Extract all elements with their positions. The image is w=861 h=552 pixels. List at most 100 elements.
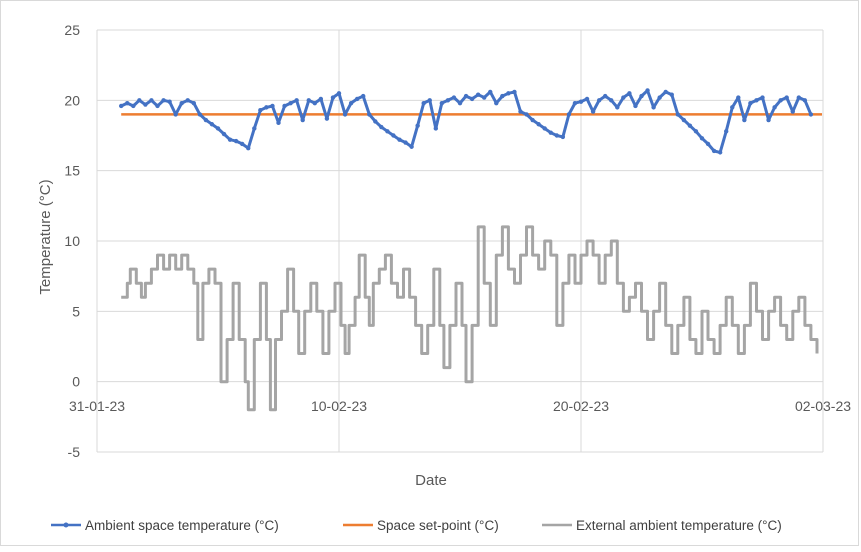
legend-marker-ambient <box>63 522 69 528</box>
ambient-temperature-point <box>361 93 366 99</box>
ambient-temperature-point <box>736 95 741 100</box>
ambient-temperature-point <box>506 91 511 96</box>
ambient-temperature-point <box>409 144 414 149</box>
ambient-temperature-point <box>421 100 426 106</box>
ambient-temperature-point <box>705 141 711 147</box>
y-tick-label: 20 <box>64 92 80 108</box>
ambient-temperature-point <box>663 89 668 95</box>
ambient-temperature-point <box>330 95 336 100</box>
ambient-temperature-point <box>167 99 172 104</box>
ambient-temperature-point <box>584 96 590 102</box>
ambient-temperature-point <box>173 112 178 117</box>
ambient-temperature-point <box>215 126 221 131</box>
legend-item-setpoint: Space set-point (°C) <box>343 518 499 533</box>
ambient-temperature-point <box>742 117 747 123</box>
ambient-temperature-point <box>657 95 662 100</box>
ambient-temperature-point <box>221 131 227 137</box>
ambient-temperature-point <box>469 96 475 102</box>
ambient-temperature-point <box>669 92 674 97</box>
ambient-temperature-point <box>542 126 547 131</box>
ambient-temperature-point <box>288 100 293 106</box>
ambient-temperature-point <box>209 122 215 127</box>
ambient-temperature-point <box>246 145 251 151</box>
ambient-temperature-point <box>367 112 372 117</box>
ambient-temperature-point <box>451 95 457 100</box>
ambient-temperature-point <box>772 105 777 110</box>
ambient-temperature-point <box>131 103 136 109</box>
ambient-temperature-point <box>191 100 196 106</box>
ambient-temperature-point <box>730 105 735 110</box>
ambient-temperature-point <box>433 126 438 131</box>
legend-item-external: External ambient temperature (°C) <box>542 518 782 533</box>
ambient-temperature-point <box>717 150 723 155</box>
ambient-temperature-point <box>760 95 765 100</box>
x-tick-labels: 31-01-23 10-02-23 20-02-23 02-03-23 <box>69 398 851 414</box>
ambient-temperature-point <box>306 98 311 103</box>
ambient-temperature-point <box>457 100 463 106</box>
ambient-temperature-point <box>808 112 814 117</box>
legend: Ambient space temperature (°C) Space set… <box>51 518 782 533</box>
ambient-temperature-point <box>276 120 281 126</box>
ambient-temperature-point <box>161 98 166 103</box>
ambient-temperature-point <box>500 93 505 99</box>
ambient-temperature-point <box>645 88 650 93</box>
ambient-temperature-point <box>203 117 209 123</box>
x-tick-label: 02-03-23 <box>795 398 851 414</box>
ambient-temperature-point <box>590 109 596 114</box>
y-tick-label: 10 <box>64 233 80 249</box>
ambient-temperature-point <box>354 96 360 102</box>
ambient-temperature-point <box>185 98 190 103</box>
ambient-temperature-point <box>379 124 384 130</box>
ambient-temperature-point <box>633 103 638 109</box>
ambient-temperature-point <box>463 93 469 99</box>
ambient-temperature-point <box>536 122 541 127</box>
ambient-temperature-point <box>530 117 535 123</box>
ambient-temperature-point <box>312 100 317 106</box>
ambient-temperature-point <box>790 109 795 114</box>
ambient-temperature-point <box>560 134 566 140</box>
ambient-temperature-point <box>348 100 354 106</box>
ambient-temperature-point <box>258 107 263 113</box>
ambient-temperature-point <box>397 137 402 142</box>
ambient-temperature-point <box>143 102 148 107</box>
ambient-temperature-point <box>639 93 644 99</box>
ambient-temperature-point <box>197 112 203 117</box>
ambient-temperature-point <box>512 89 517 95</box>
legend-label-external: External ambient temperature (°C) <box>576 518 782 533</box>
ambient-temperature-point <box>252 126 257 131</box>
ambient-temperature-point <box>693 129 699 134</box>
ambient-temperature-point <box>699 136 705 141</box>
ambient-temperature-point <box>687 123 693 128</box>
ambient-temperature-point <box>125 100 130 106</box>
ambient-temperature-point <box>572 100 578 106</box>
ambient-temperature-point <box>391 133 396 138</box>
ambient-temperature-point <box>548 130 553 135</box>
y-tick-labels: -5 0 5 10 15 20 25 <box>64 22 80 460</box>
ambient-temperature-point <box>119 103 124 109</box>
ambient-temperature-point <box>766 117 771 123</box>
ambient-temperature-point <box>233 138 239 144</box>
ambient-temperature-point <box>264 105 269 110</box>
ambient-temperature-point <box>724 129 729 134</box>
ambient-temperature-point <box>621 95 626 100</box>
ambient-temperature-point <box>300 117 305 123</box>
ambient-temperature-point <box>524 112 529 117</box>
ambient-temperature-point <box>270 103 275 109</box>
y-tick-label: 0 <box>72 374 80 390</box>
external-temperature-line <box>121 225 819 412</box>
ambient-temperature-point <box>596 98 602 103</box>
ambient-temperature-point <box>137 98 142 103</box>
series-layer <box>119 88 822 412</box>
ambient-temperature-point <box>603 93 608 99</box>
ambient-temperature-point <box>227 137 233 142</box>
ambient-temperature-point <box>324 116 330 121</box>
gridlines <box>96 29 824 453</box>
ambient-temperature-point <box>427 98 432 103</box>
ambient-temperature-point <box>318 96 324 102</box>
ambient-temperature-point <box>403 140 408 145</box>
x-tick-label: 10-02-23 <box>311 398 367 414</box>
legend-label-setpoint: Space set-point (°C) <box>377 518 499 533</box>
y-tick-label: -5 <box>68 444 81 460</box>
